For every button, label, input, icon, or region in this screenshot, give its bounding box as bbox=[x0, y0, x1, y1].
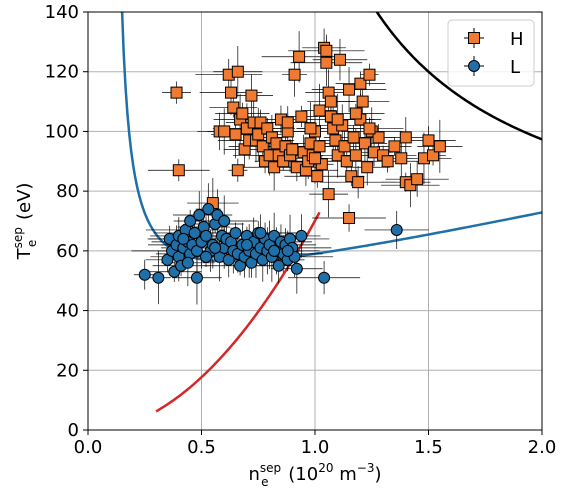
l-point bbox=[184, 215, 197, 227]
h-point bbox=[313, 140, 326, 153]
y-tick-label: 140 bbox=[45, 2, 79, 23]
x-tick-label: 1.0 bbox=[301, 437, 330, 458]
black-curve bbox=[375, 12, 542, 141]
h-point bbox=[349, 149, 362, 162]
h-point bbox=[363, 68, 376, 81]
h-point bbox=[293, 50, 306, 63]
h-point bbox=[343, 83, 356, 96]
l-point bbox=[177, 232, 190, 245]
x-tick-label: 1.5 bbox=[414, 437, 443, 458]
data-points bbox=[131, 28, 463, 305]
h-point bbox=[170, 86, 183, 99]
y-tick-label: 80 bbox=[56, 181, 79, 202]
h-point bbox=[286, 143, 299, 156]
h-point bbox=[347, 131, 360, 144]
h-point bbox=[229, 128, 242, 141]
h-point bbox=[338, 140, 351, 153]
x-axis-label: nsep e (1020 m−3) bbox=[248, 461, 381, 489]
h-point bbox=[388, 140, 401, 153]
h-point bbox=[354, 77, 367, 90]
h-point bbox=[322, 188, 335, 201]
h-point bbox=[309, 152, 321, 165]
h-point bbox=[324, 95, 337, 108]
y-tick-label: 120 bbox=[45, 62, 79, 83]
l-point bbox=[272, 259, 285, 272]
h-point bbox=[256, 140, 269, 153]
h-point bbox=[361, 161, 374, 174]
l-point bbox=[193, 209, 206, 222]
l-point bbox=[188, 226, 201, 239]
h-point bbox=[320, 44, 333, 57]
x-tick-label: 2.0 bbox=[528, 437, 557, 458]
axis-ticks: 0.0 0.5 1.0 1.5 2.0 0 20 40 60 80 100 120 140 bbox=[45, 2, 557, 458]
h-point bbox=[333, 53, 346, 66]
h-point bbox=[313, 104, 326, 117]
h-point bbox=[352, 176, 365, 189]
h-point bbox=[372, 131, 385, 144]
y-tick-label: 60 bbox=[56, 241, 79, 262]
l-point bbox=[254, 226, 267, 239]
h-point bbox=[231, 65, 244, 78]
h-point bbox=[331, 113, 344, 126]
l-point bbox=[240, 238, 253, 251]
x-tick-label: 0.0 bbox=[74, 437, 103, 458]
l-point bbox=[138, 268, 151, 281]
h-point bbox=[304, 122, 317, 135]
l-point bbox=[290, 262, 303, 275]
l-point bbox=[152, 271, 165, 284]
l-point bbox=[318, 271, 331, 284]
y-axis-label: Tsepe (eV) bbox=[11, 183, 39, 261]
h-point bbox=[320, 56, 333, 69]
h-point bbox=[218, 125, 231, 138]
h-point bbox=[395, 152, 408, 165]
l-point bbox=[218, 215, 231, 227]
legend-h-marker bbox=[468, 32, 480, 44]
h-point bbox=[433, 140, 446, 153]
h-point bbox=[411, 173, 424, 186]
h-point bbox=[236, 107, 249, 120]
h-point bbox=[245, 89, 258, 102]
l-point bbox=[202, 203, 215, 216]
h-point bbox=[358, 137, 371, 150]
l-point bbox=[268, 244, 281, 257]
l-point bbox=[390, 223, 403, 236]
y-tick-label: 0 bbox=[68, 420, 79, 441]
legend-l-label: L bbox=[510, 57, 520, 78]
x-tick-label: 0.5 bbox=[187, 437, 216, 458]
h-point bbox=[311, 170, 324, 183]
l-point bbox=[181, 256, 194, 269]
l-point bbox=[209, 241, 222, 254]
l-point bbox=[200, 250, 213, 263]
l-point bbox=[281, 244, 294, 257]
legend: H L bbox=[447, 19, 535, 87]
l-point bbox=[295, 229, 308, 242]
h-point bbox=[381, 155, 394, 168]
h-point bbox=[422, 134, 435, 147]
h-point bbox=[427, 149, 440, 162]
h-point bbox=[356, 95, 369, 108]
legend-h-label: H bbox=[510, 29, 524, 50]
h-point bbox=[363, 122, 376, 135]
h-point bbox=[295, 110, 308, 123]
y-tick-label: 40 bbox=[56, 301, 79, 322]
l-point bbox=[190, 271, 203, 284]
h-point bbox=[231, 164, 244, 177]
h-point bbox=[349, 107, 362, 120]
h-point bbox=[399, 131, 412, 144]
l-point bbox=[229, 226, 242, 239]
y-tick-label: 20 bbox=[56, 360, 79, 381]
h-point bbox=[288, 68, 301, 81]
h-point bbox=[225, 86, 238, 99]
h-point bbox=[343, 212, 356, 225]
h-point bbox=[281, 116, 294, 129]
l-point bbox=[200, 229, 213, 242]
y-tick-label: 100 bbox=[45, 121, 79, 142]
legend-l-marker bbox=[468, 60, 480, 72]
h-point bbox=[172, 164, 185, 177]
